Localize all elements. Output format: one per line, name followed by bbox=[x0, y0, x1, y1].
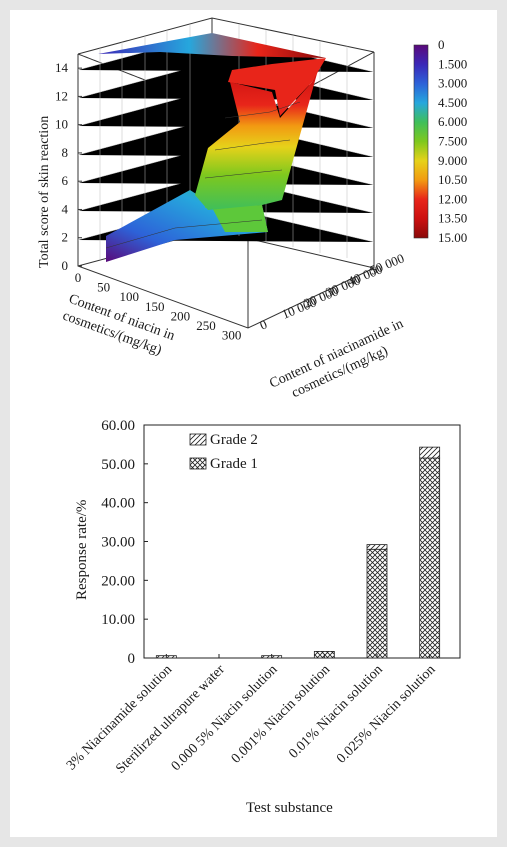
z-tick-label: 12 bbox=[55, 88, 68, 103]
colorbar-tick-label: 9.000 bbox=[438, 153, 467, 168]
bar-x-tick-label: 0.01% Niacin solution bbox=[286, 662, 385, 761]
bar-grade1 bbox=[366, 548, 388, 659]
bar-y-tick-label: 50.00 bbox=[101, 457, 135, 473]
bar-y-tick-label: 60.00 bbox=[101, 418, 135, 434]
surface-mesh bbox=[98, 33, 326, 262]
bar-grade1 bbox=[419, 457, 441, 659]
colorbar-tick-label: 13.50 bbox=[438, 211, 467, 226]
z-tick-label: 10 bbox=[55, 117, 68, 132]
legend-label-grade2: Grade 2 bbox=[210, 432, 258, 448]
bars bbox=[155, 446, 441, 659]
x-tick-label: 0 bbox=[75, 270, 82, 285]
z-axis-ticks: 0 2 4 6 8 10 12 14 bbox=[55, 60, 82, 273]
bar-grade2 bbox=[366, 544, 388, 550]
y-tick-label: 50 000 bbox=[368, 250, 407, 277]
surface-top-edge bbox=[98, 33, 326, 58]
colorbar-tick-label: 3.000 bbox=[438, 76, 467, 91]
x-tick-label: 200 bbox=[171, 308, 191, 323]
bar-grade2 bbox=[419, 446, 441, 459]
bar-y-axis-label: Response rate/% bbox=[74, 500, 90, 600]
colorbar-labels: 0 1.500 3.000 4.500 6.000 7.500 9.000 10.50 12.0… bbox=[438, 37, 467, 245]
bar-x-tick-label: 0.001% Niacin solution bbox=[229, 662, 333, 766]
legend-swatch-grade1 bbox=[189, 457, 207, 470]
colorbar-tick-label: 6.000 bbox=[438, 114, 467, 129]
z-axis-label: Total score of skin reaction bbox=[37, 116, 52, 268]
legend-label-grade1: Grade 1 bbox=[210, 456, 258, 472]
bar-y-tick-label: 20.00 bbox=[101, 573, 135, 589]
colorbar-tick-label: 1.500 bbox=[438, 56, 467, 71]
y-tick-label: 0 bbox=[258, 316, 270, 332]
colorbar-tick-label: 4.500 bbox=[438, 95, 467, 110]
z-tick-label: 2 bbox=[62, 230, 69, 245]
bar-x-tick-label: 0.000 5% Niacin solution bbox=[169, 662, 281, 774]
x-tick-label: 100 bbox=[119, 289, 139, 304]
x-tick-label: 300 bbox=[222, 328, 242, 343]
legend: Grade 2 Grade 1 bbox=[189, 432, 258, 472]
bar-x-tick-label: Sterilirzed ultrapure water bbox=[113, 662, 228, 777]
colorbar-tick-label: 12.00 bbox=[438, 191, 467, 206]
bar-y-tick-label: 0 bbox=[128, 651, 136, 667]
colorbar bbox=[413, 44, 429, 239]
colorbar-tick-label: 10.50 bbox=[438, 172, 467, 187]
surface-chart: 0 2 4 6 8 10 12 14 Total score of skin reaction… bbox=[37, 17, 467, 408]
z-tick-label: 4 bbox=[62, 201, 69, 216]
bar-chart: 0 10.00 20.00 30.00 40.00 50.00 60.00 3% Niaci… bbox=[64, 418, 461, 816]
bar-x-axis-label: Test substance bbox=[246, 800, 333, 816]
colorbar-tick-label: 15.00 bbox=[438, 230, 467, 245]
surface-top-red bbox=[228, 58, 326, 116]
bar-x-tick-label: 3% Niacinamide solution bbox=[64, 662, 175, 773]
x-tick-label: 250 bbox=[196, 318, 216, 333]
z-tick-label: 6 bbox=[62, 173, 69, 188]
x-tick-label: 150 bbox=[145, 299, 165, 314]
legend-swatch-grade2 bbox=[189, 433, 207, 446]
x-tick-label: 50 bbox=[97, 280, 110, 295]
bar-x-tick-label: 0.025% Niacin solution bbox=[334, 662, 438, 766]
z-tick-label: 8 bbox=[62, 145, 69, 160]
z-tick-label: 0 bbox=[62, 258, 69, 273]
z-tick-label: 14 bbox=[55, 60, 69, 75]
bar-y-tick-label: 40.00 bbox=[101, 496, 135, 512]
surface-wall bbox=[195, 70, 318, 210]
colorbar-tick-label: 7.500 bbox=[438, 134, 467, 149]
x-axis-ticks: 0 50 100 150 200 250 300 bbox=[75, 270, 242, 343]
y-axis-label: Content of niacinamide in cosmetics/(mg/… bbox=[267, 315, 416, 408]
colorbar-tick-label: 0 bbox=[438, 37, 445, 52]
bar-y-tick-label: 10.00 bbox=[101, 612, 135, 628]
bar-y-tick-label: 30.00 bbox=[101, 535, 135, 551]
bar-y-axis-ticks: 0 10.00 20.00 30.00 40.00 50.00 60.00 bbox=[101, 418, 148, 667]
